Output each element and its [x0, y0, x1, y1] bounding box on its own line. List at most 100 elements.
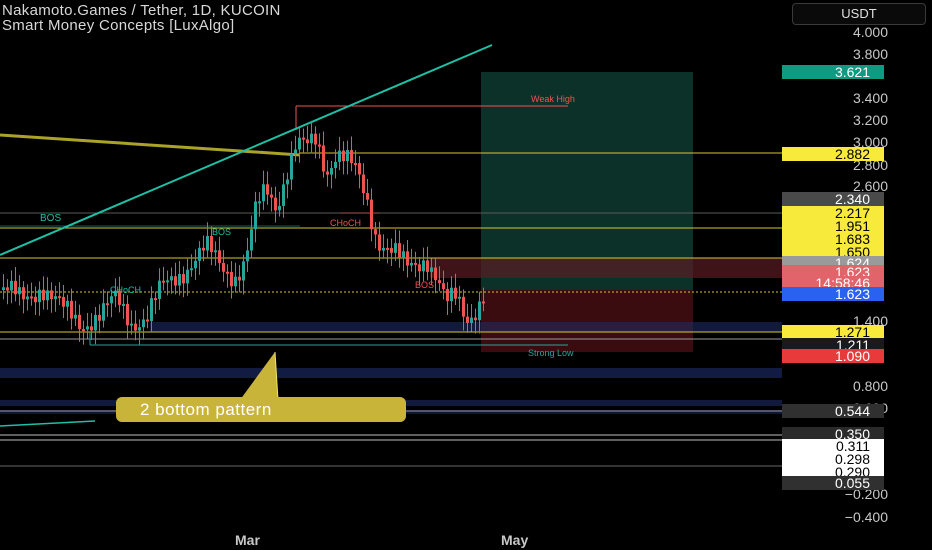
candle-body — [82, 329, 85, 332]
target-zone — [481, 72, 693, 290]
candle-body — [318, 144, 321, 147]
supply-zone — [430, 258, 782, 278]
candle-body — [254, 201, 257, 230]
candle-body — [454, 287, 457, 299]
price-badge: 14:58:46 — [782, 276, 884, 290]
strong-low-label: Strong Low — [528, 348, 574, 358]
candle-body — [58, 296, 61, 299]
price-badge: 2.882 — [782, 147, 884, 161]
candle-body — [38, 289, 41, 303]
candle-body — [290, 153, 293, 180]
candle-body — [50, 290, 53, 300]
candle-body — [338, 150, 341, 162]
price-badge: 1.271 — [782, 325, 884, 339]
demand-zone — [150, 322, 782, 332]
candle-body — [98, 314, 101, 321]
candle-body — [482, 301, 485, 304]
candle-body — [34, 296, 37, 303]
candle-body — [74, 314, 77, 319]
candle-body — [154, 298, 157, 301]
currency-button[interactable]: USDT — [792, 3, 926, 25]
candle-body — [62, 296, 65, 307]
candle-body — [174, 276, 177, 286]
candle-body — [194, 260, 197, 269]
candle-body — [362, 174, 365, 194]
candle-body — [14, 280, 17, 295]
candle-body — [10, 280, 13, 291]
candle-body — [334, 161, 337, 169]
candle-body — [134, 323, 137, 331]
price-tick: −0.200 — [844, 486, 888, 502]
candle-body — [246, 250, 249, 262]
candle-body — [274, 197, 277, 211]
price-badge: 1.211 — [782, 338, 884, 352]
candle-body — [458, 296, 461, 299]
candle-body — [222, 262, 225, 272]
candle-body — [346, 149, 349, 162]
candle-body — [402, 251, 405, 258]
candle-body — [26, 296, 29, 300]
candle-body — [70, 300, 73, 319]
candle-body — [358, 163, 361, 175]
candle-body — [226, 271, 229, 274]
candle-body — [190, 268, 193, 271]
candle-body — [198, 247, 201, 261]
candle-body — [138, 327, 141, 331]
candle-body — [102, 303, 105, 321]
candle-body — [166, 280, 169, 283]
candle-body — [374, 229, 377, 235]
candle-body — [126, 303, 129, 326]
price-tick: 2.800 — [852, 157, 888, 173]
weak-high-label: Weak High — [531, 94, 575, 104]
candle-body — [378, 234, 381, 251]
candle-body — [78, 314, 81, 330]
candle-body — [122, 303, 125, 306]
candle-body — [278, 205, 281, 211]
candle-body — [322, 145, 325, 172]
candle-body — [210, 236, 213, 253]
candle-body — [178, 274, 181, 286]
candle-body — [366, 193, 369, 200]
candle-body — [150, 298, 153, 322]
candle-body — [342, 150, 345, 162]
candle-body — [294, 149, 297, 154]
price-badge: 1.623 — [782, 265, 884, 279]
candle-body — [430, 267, 433, 272]
price-tick: 2.600 — [852, 178, 888, 194]
candle-body — [386, 247, 389, 250]
candle-body — [186, 269, 189, 284]
candle-body — [422, 260, 425, 272]
price-badge: 2.340 — [782, 192, 884, 206]
candle-body — [230, 272, 233, 287]
candle-body — [414, 262, 417, 265]
candle-body — [350, 149, 353, 163]
candle-body — [398, 243, 401, 258]
candle-body — [54, 296, 57, 300]
candle-body — [42, 289, 45, 301]
candle-body — [94, 314, 97, 331]
candle-body — [446, 288, 449, 302]
candle-body — [450, 287, 453, 302]
candle-body — [306, 139, 309, 144]
candle-body — [478, 301, 481, 321]
price-badge: 0.544 — [782, 404, 884, 418]
candle-body — [326, 171, 329, 175]
price-tick: 3.400 — [852, 90, 888, 106]
price-badge: 1.090 — [782, 349, 884, 363]
candle-body — [250, 229, 253, 251]
two-bottom-pattern-callout[interactable]: 2 bottom pattern — [116, 397, 406, 422]
candle-body — [30, 296, 33, 299]
price-tick: 3.000 — [852, 134, 888, 150]
candle-body — [354, 162, 357, 165]
candle-body — [434, 267, 437, 281]
choch-label-1: CHoCH — [330, 218, 362, 228]
candle-body — [6, 287, 9, 291]
candle-body — [470, 317, 473, 323]
candle-body — [406, 251, 409, 266]
candle-body — [262, 184, 265, 202]
candle-body — [202, 247, 205, 251]
price-badge: 1.683 — [782, 232, 884, 246]
price-tick: −0.400 — [844, 509, 888, 525]
candle-body — [218, 250, 221, 263]
stop-zone — [481, 290, 693, 352]
